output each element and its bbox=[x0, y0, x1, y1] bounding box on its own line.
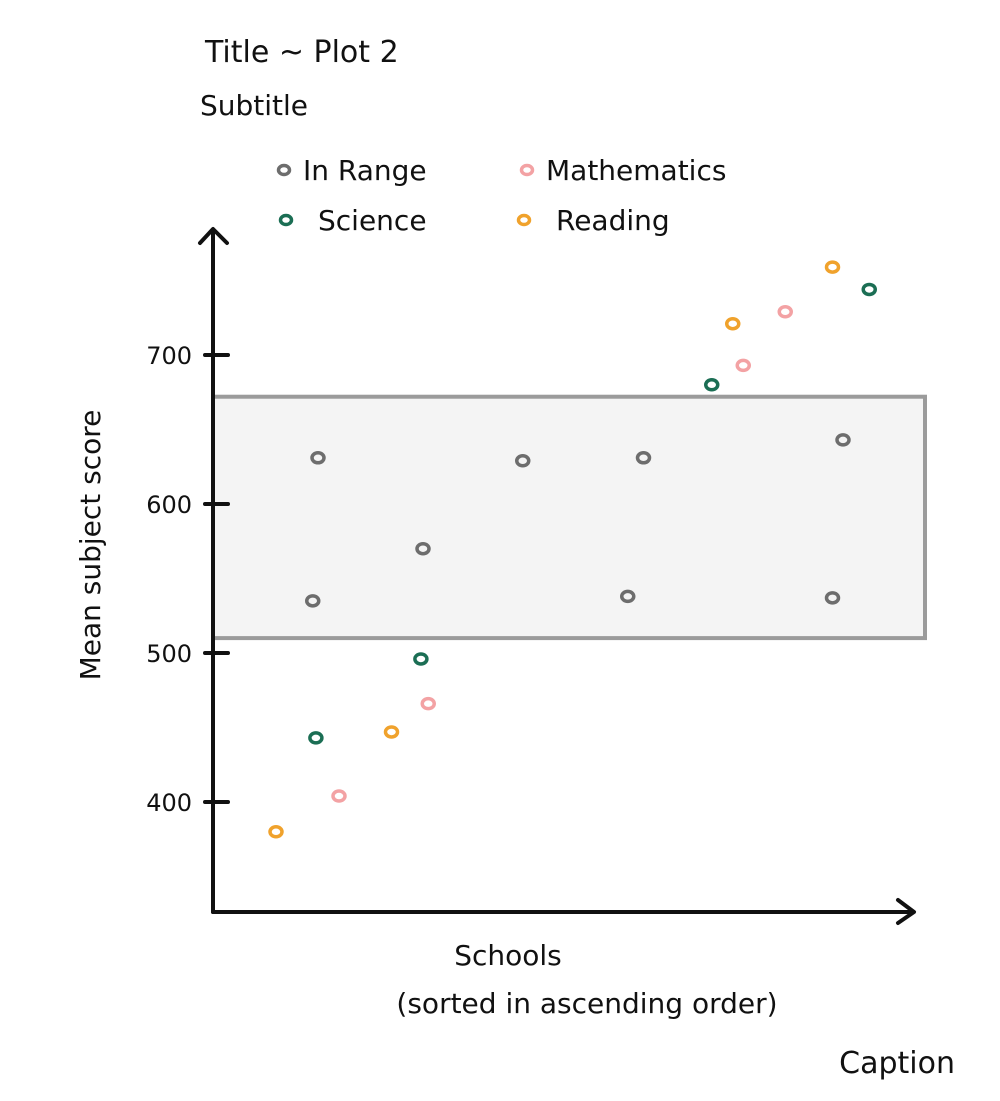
point-in-range-3 bbox=[415, 541, 431, 556]
point-in-range-2 bbox=[305, 594, 321, 608]
point-reading-2 bbox=[383, 725, 400, 739]
axes bbox=[198, 227, 916, 925]
in-range-band bbox=[211, 394, 927, 641]
point-mathematics-2 bbox=[420, 696, 436, 711]
legend-label-in-range: In Range bbox=[303, 154, 427, 187]
point-science-3 bbox=[704, 378, 720, 392]
point-in-range-1 bbox=[310, 451, 326, 465]
point-science-1 bbox=[308, 731, 324, 745]
y-tick-label-600: 600 bbox=[146, 491, 192, 519]
legend-label-science: Science bbox=[318, 204, 427, 237]
chart-subtitle: Subtitle bbox=[200, 89, 308, 122]
point-in-range-7 bbox=[835, 433, 851, 447]
y-axis-label: Mean subject score bbox=[74, 410, 107, 681]
legend-marker-mathematics bbox=[519, 163, 535, 177]
x-axis-label-line-2: (sorted in ascending order) bbox=[396, 987, 777, 1020]
point-in-range-5 bbox=[620, 589, 636, 604]
y-axis-arrow-icon bbox=[198, 227, 229, 245]
x-axis-label: Schools (sorted in ascending order) bbox=[396, 939, 777, 1020]
point-mathematics-4 bbox=[777, 305, 793, 319]
legend-marker-in-range bbox=[276, 163, 292, 177]
point-in-range-8 bbox=[824, 591, 841, 605]
legend-label-mathematics: Mathematics bbox=[546, 154, 726, 187]
y-ticks: 400 500 600 700 bbox=[146, 342, 230, 817]
point-in-range-4 bbox=[515, 454, 531, 468]
y-tick-label-400: 400 bbox=[146, 789, 192, 817]
x-axis-label-line-1: Schools bbox=[454, 939, 562, 972]
point-reading-1 bbox=[268, 825, 284, 839]
point-reading-4 bbox=[824, 260, 841, 274]
legend-label-reading: Reading bbox=[556, 204, 670, 237]
point-mathematics-3 bbox=[735, 358, 751, 373]
point-mathematics-1 bbox=[331, 789, 347, 803]
point-science-2 bbox=[413, 652, 429, 666]
y-tick-label-700: 700 bbox=[146, 342, 192, 370]
chart-caption: Caption bbox=[839, 1046, 955, 1081]
data-points bbox=[268, 260, 877, 839]
x-axis-arrow-icon bbox=[896, 898, 916, 925]
point-reading-3 bbox=[725, 316, 741, 331]
legend-marker-science bbox=[278, 213, 294, 227]
legend: In Range Mathematics Science Reading bbox=[276, 154, 726, 237]
legend-marker-reading bbox=[516, 213, 532, 227]
point-science-4 bbox=[861, 282, 877, 297]
point-in-range-6 bbox=[635, 451, 652, 465]
y-tick-label-500: 500 bbox=[146, 640, 192, 668]
chart-title: Title ~ Plot 2 bbox=[204, 35, 399, 70]
